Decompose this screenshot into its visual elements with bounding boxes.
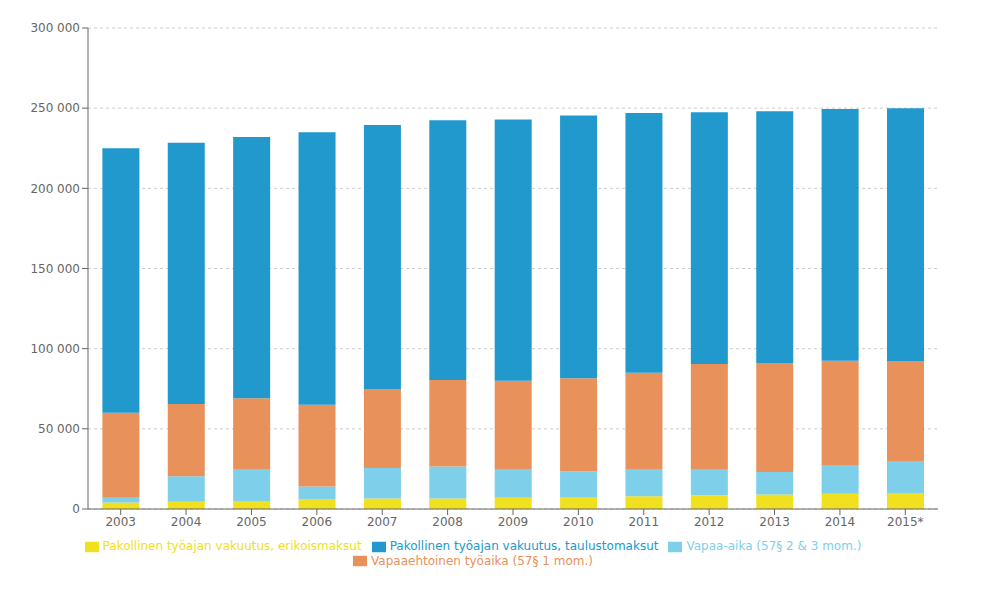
svg-text:2003: 2003 (105, 515, 136, 529)
svg-text:2005: 2005 (236, 515, 267, 529)
html-text:Pakollinen työajan vakuutus, t: Pakollinen työajan vakuutus, taulustomak… (389, 539, 659, 553)
svg-text:2012: 2012 (694, 515, 725, 529)
svg-text:2011: 2011 (628, 515, 659, 529)
svg-text:2010: 2010 (563, 515, 594, 529)
svg-text:250 000: 250 000 (30, 101, 80, 115)
svg-text:100 000: 100 000 (30, 342, 80, 356)
svg-text:2009: 2009 (498, 515, 529, 529)
svg-text:50 000: 50 000 (38, 422, 80, 436)
html-text:Pakollinen työajan vakuutus, e: Pakollinen työajan vakuutus, erikoismaks… (102, 539, 362, 553)
svg-text:2004: 2004 (171, 515, 202, 529)
html-text:Vapaa-aika (57§ 2 & 3 mom.): Vapaa-aika (57§ 2 & 3 mom.) (686, 539, 862, 553)
svg-text:2015*: 2015* (887, 515, 924, 529)
svg-text:2014: 2014 (825, 515, 856, 529)
svg-text:2007: 2007 (367, 515, 398, 529)
svg-text:2008: 2008 (432, 515, 463, 529)
svg-text:2006: 2006 (302, 515, 333, 529)
svg-text:2013: 2013 (759, 515, 790, 529)
html-text:Vapaaehtoinen työaika (57§ 1 m: Vapaaehtoinen työaika (57§ 1 mom.) (371, 553, 593, 568)
svg-text:150 000: 150 000 (30, 262, 80, 276)
svg-text:300 000: 300 000 (30, 21, 80, 35)
svg-text:0: 0 (72, 502, 80, 516)
svg-text:200 000: 200 000 (30, 182, 80, 196)
